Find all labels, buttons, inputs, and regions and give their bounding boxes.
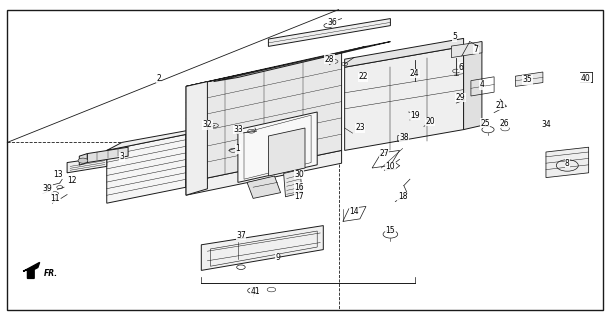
Polygon shape (345, 46, 464, 150)
Polygon shape (345, 38, 464, 67)
Text: 22: 22 (358, 72, 368, 81)
Text: 15: 15 (386, 226, 395, 235)
Text: 9: 9 (275, 253, 280, 262)
Text: 30: 30 (294, 170, 304, 179)
Polygon shape (515, 72, 543, 86)
Polygon shape (186, 53, 342, 182)
Text: 37: 37 (236, 231, 246, 240)
Text: 41: 41 (250, 287, 260, 296)
Text: 35: 35 (523, 76, 533, 84)
Text: 8: 8 (565, 159, 570, 168)
Text: 32: 32 (203, 120, 212, 129)
Text: 33: 33 (233, 125, 243, 134)
Text: 29: 29 (456, 93, 465, 102)
Text: 24: 24 (410, 69, 420, 78)
Text: 21: 21 (495, 101, 505, 110)
Polygon shape (201, 226, 323, 270)
Circle shape (78, 158, 88, 163)
Text: 2: 2 (156, 74, 161, 83)
Polygon shape (107, 134, 186, 203)
Text: 23: 23 (355, 124, 365, 132)
Text: 4: 4 (479, 80, 484, 89)
Text: 11: 11 (50, 194, 60, 203)
Polygon shape (247, 176, 281, 198)
Text: 14: 14 (349, 207, 359, 216)
Polygon shape (107, 128, 201, 150)
Polygon shape (464, 42, 482, 130)
Polygon shape (284, 170, 302, 197)
Text: 25: 25 (480, 119, 490, 128)
Text: 40: 40 (581, 74, 590, 83)
Text: FR.: FR. (44, 269, 58, 278)
Text: 16: 16 (294, 183, 304, 192)
Text: 28: 28 (325, 55, 334, 64)
Text: 39: 39 (43, 184, 52, 193)
Text: 38: 38 (399, 133, 409, 142)
Polygon shape (186, 82, 207, 195)
Polygon shape (79, 154, 87, 165)
Polygon shape (268, 128, 305, 176)
Polygon shape (67, 157, 107, 173)
Text: 20: 20 (425, 117, 435, 126)
Polygon shape (214, 42, 390, 82)
Polygon shape (186, 46, 366, 86)
Polygon shape (23, 262, 40, 278)
Polygon shape (186, 128, 201, 187)
Text: 5: 5 (452, 32, 457, 41)
Text: 34: 34 (541, 120, 551, 129)
Polygon shape (268, 19, 390, 46)
Text: 17: 17 (294, 192, 304, 201)
Polygon shape (238, 112, 317, 182)
Text: 12: 12 (67, 176, 77, 185)
Text: 18: 18 (398, 192, 407, 201)
Polygon shape (87, 147, 128, 163)
Text: 1: 1 (235, 144, 240, 153)
Text: 13: 13 (53, 170, 63, 179)
Text: 7: 7 (473, 45, 478, 54)
Text: 10: 10 (386, 162, 395, 171)
Polygon shape (451, 42, 482, 58)
Polygon shape (546, 147, 589, 178)
Text: 6: 6 (458, 63, 463, 72)
Text: 36: 36 (328, 18, 337, 27)
Text: 27: 27 (379, 149, 389, 158)
Text: 19: 19 (410, 111, 420, 120)
Text: 26: 26 (499, 119, 509, 128)
Text: 3: 3 (120, 152, 124, 161)
Polygon shape (186, 150, 342, 195)
